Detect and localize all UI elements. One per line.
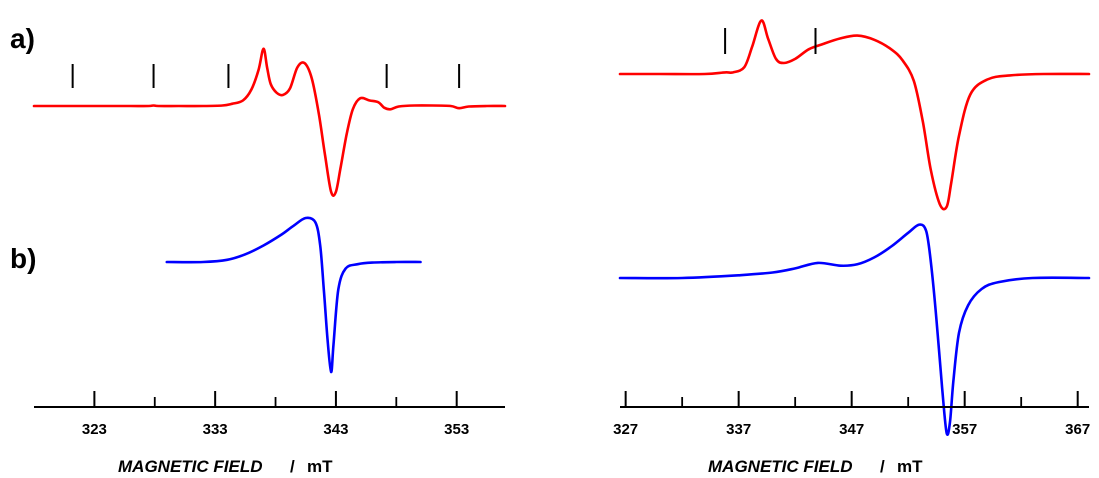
right-tick-label-3: 357 [952, 421, 977, 438]
left-tick-label-1: 333 [203, 421, 228, 438]
right-chart: 327 337 347 357 367 MAGNETIC FIELD / mT [613, 19, 1091, 476]
left-series-layer [32, 47, 507, 374]
left-x-axis: 323 333 343 353 [34, 391, 505, 438]
left-tick-label-3: 353 [444, 421, 469, 438]
left-x-axis-title: MAGNETIC FIELD [118, 457, 263, 476]
right-tick-label-1: 337 [726, 421, 751, 438]
right-x-axis-title: MAGNETIC FIELD [708, 457, 853, 476]
left-tick-label-0: 323 [82, 421, 107, 438]
right-tick-label-0: 327 [613, 421, 638, 438]
right-spectrum-a [618, 19, 1091, 211]
left-spectrum-b [165, 216, 422, 374]
right-x-axis-unit: mT [897, 457, 923, 476]
panel-label-b: b) [10, 243, 36, 274]
left-spectrum-a [32, 47, 507, 197]
right-tick-label-2: 347 [839, 421, 864, 438]
left-tick-label-2: 343 [323, 421, 348, 438]
panel-label-a: a) [10, 23, 35, 54]
right-x-axis: 327 337 347 357 367 [613, 391, 1090, 438]
left-x-axis-separator: / [290, 457, 295, 476]
right-spectrum-b [618, 223, 1091, 437]
right-series-layer [618, 19, 1091, 437]
right-tick-label-4: 367 [1065, 421, 1090, 438]
right-hyperfine-markers [724, 28, 817, 54]
left-hyperfine-markers [71, 64, 461, 88]
left-chart: 323 333 343 353 MAGNETIC FIELD / mT [32, 47, 507, 476]
left-x-axis-unit: mT [307, 457, 333, 476]
right-x-axis-separator: / [880, 457, 885, 476]
